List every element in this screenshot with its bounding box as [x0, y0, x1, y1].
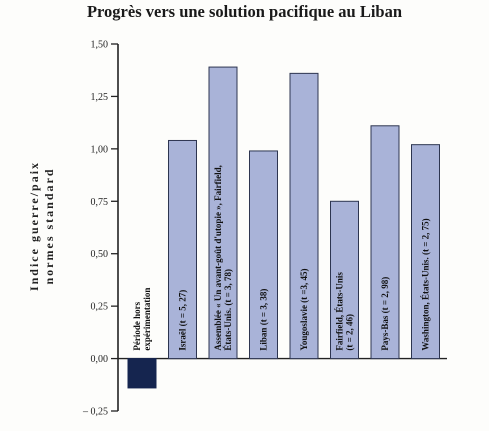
bar — [370, 125, 400, 360]
y-tick-label: 1,25 — [91, 92, 109, 103]
bar-label: (t = 2, 46) — [345, 314, 355, 351]
y-axis-label: normes standard — [42, 167, 56, 284]
y-axis-label: Indice guerre/paix — [27, 161, 41, 291]
y-tick-label: 0,25 — [91, 302, 109, 313]
y-tick-label: 0,00 — [91, 354, 109, 365]
bar — [249, 150, 278, 360]
bar-label: États-Unis. (t = 3, 78) — [223, 269, 233, 351]
bar-label: Pays-Bas (t = 2, 98) — [380, 277, 390, 351]
bar — [168, 139, 197, 360]
y-tick-label: – 0,25 — [82, 407, 108, 418]
bar-label: Israël (t = 5, 27) — [178, 290, 188, 351]
bar-label: expérimentation — [142, 288, 152, 351]
bar-label: Assemblée « Un avant-goût d'utopie », Fa… — [213, 165, 223, 351]
bar-label: Fairfield, États-Unis — [335, 272, 345, 351]
y-tick-label: 0,75 — [91, 197, 109, 208]
bar — [208, 66, 238, 360]
chart-title: Progrès vers une solution pacifique au L… — [86, 2, 403, 21]
y-tick-label: 1,00 — [91, 144, 109, 155]
bar — [330, 200, 359, 360]
bar-label: Washington, États-Unis. (t = 2, 75) — [421, 218, 431, 350]
bar-label: Yougoslavie (t =3, 45) — [299, 268, 309, 350]
bar-label: Liban (t = 3, 38) — [259, 289, 269, 351]
bar — [127, 358, 157, 389]
y-tick-label: 0,50 — [91, 249, 109, 260]
y-tick-label: 1,50 — [91, 40, 109, 51]
bar — [411, 144, 440, 360]
bar — [289, 72, 319, 360]
bar-label: Période hors — [132, 301, 142, 350]
